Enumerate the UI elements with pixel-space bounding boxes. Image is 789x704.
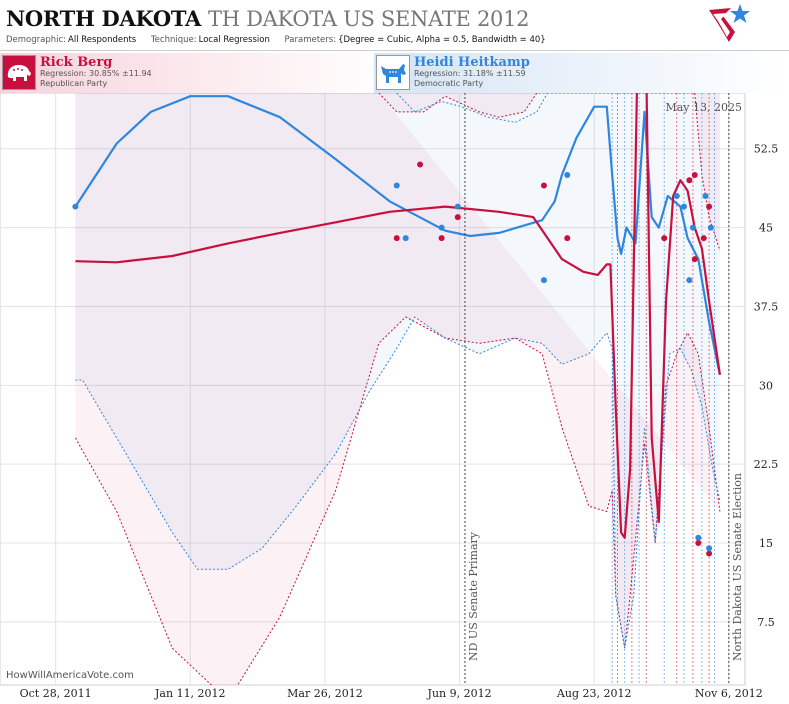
dem-candidate-name: Heidi Heitkamp xyxy=(414,55,530,70)
y-tick-label: 22.5 xyxy=(754,458,779,471)
y-tick-label: 30 xyxy=(759,379,773,392)
dem-poll-point xyxy=(680,203,687,210)
annotation-label: North Dakota US Senate Election xyxy=(731,473,744,661)
rep-lower-bound xyxy=(74,316,721,685)
y-tick-label: 15 xyxy=(759,537,773,550)
rep-poll-point xyxy=(393,235,400,242)
dem-poll-point xyxy=(402,235,409,242)
flag-star-logo[interactable] xyxy=(707,2,751,46)
x-tick-label: Aug 23, 2012 xyxy=(556,687,632,700)
candidate-card-rep[interactable]: Rick Berg Regression: 30.85% ±11.94 Repu… xyxy=(0,53,394,93)
dem-poll-point xyxy=(540,277,547,284)
donkey-icon xyxy=(376,55,410,90)
title-sub: TH DAKOTA US SENATE 2012 xyxy=(208,7,530,31)
technique-label: Technique: xyxy=(150,35,197,45)
rep-party: Republican Party xyxy=(40,79,108,88)
demographic-value[interactable]: All Respondents xyxy=(68,35,137,45)
rep-poll-point xyxy=(695,540,702,547)
parameters-value[interactable]: {Degree = Cubic, Alpha = 0.5, Bandwidth … xyxy=(338,35,546,45)
rep-poll-point xyxy=(706,203,713,210)
dem-poll-point xyxy=(686,277,693,284)
title-main: NORTH DAKOTA xyxy=(6,6,202,31)
rep-poll-point xyxy=(661,235,668,242)
dem-poll-point xyxy=(72,203,79,210)
parameters-label: Parameters: xyxy=(284,35,337,45)
dem-poll-point xyxy=(695,534,702,541)
dem-poll-point xyxy=(689,224,696,231)
rep-poll-point xyxy=(706,550,713,557)
parameters-line: Demographic: All Respondents Technique: Lo… xyxy=(6,35,558,45)
rep-poll-point xyxy=(540,182,547,189)
dem-poll-point xyxy=(707,224,714,231)
gridlines xyxy=(0,93,745,685)
page-header: NORTH DAKOTA TH DAKOTA US SENATE 2012 De… xyxy=(0,0,789,50)
date-stamp: May 13, 2025 xyxy=(665,101,742,114)
candidate-band: Rick Berg Regression: 30.85% ±11.94 Repu… xyxy=(0,53,789,93)
dem-regression: Regression: 31.18% ±11.59 xyxy=(414,69,526,78)
annotation-label: ND US Senate Primary xyxy=(467,531,480,661)
poll-chart: ND US Senate Primary North Dakota US Sena… xyxy=(0,93,779,700)
site-credit[interactable]: HowWillAmericaVote.com xyxy=(6,670,134,681)
rep-poll-point xyxy=(438,235,445,242)
rep-upper-bound xyxy=(378,93,721,251)
dem-poll-point xyxy=(393,182,400,189)
dem-poll-point xyxy=(454,203,461,210)
rep-poll-point xyxy=(417,161,424,168)
y-tick-label: 45 xyxy=(759,222,773,235)
rep-poll-point xyxy=(700,235,707,242)
x-axis: Oct 28, 2011 Jan 11, 2012 Mar 26, 2012 Jun … xyxy=(20,687,763,700)
dem-party: Democratic Party xyxy=(414,79,484,88)
poll-points xyxy=(72,161,714,557)
x-tick-label: Jun 9, 2012 xyxy=(427,687,492,700)
y-tick-label: 52.5 xyxy=(754,143,779,156)
page-title: NORTH DAKOTA TH DAKOTA US SENATE 2012 xyxy=(6,6,530,31)
dem-lower-bound xyxy=(75,316,721,649)
dem-upper-bound xyxy=(396,93,548,123)
plot-area xyxy=(0,93,746,686)
dem-poll-point xyxy=(438,224,445,231)
y-axis: 7.5 15 22.5 30 37.5 45 52.5 xyxy=(754,143,779,629)
y-tick-label: 7.5 xyxy=(757,616,775,629)
dem-poll-point xyxy=(706,545,713,552)
y-tick-label: 37.5 xyxy=(754,300,779,313)
rep-regression-line xyxy=(75,93,721,539)
rep-candidate-name: Rick Berg xyxy=(40,55,113,70)
regression-lines xyxy=(74,93,721,539)
rep-poll-point xyxy=(691,256,698,263)
rep-poll-point xyxy=(454,214,461,221)
rep-poll-point xyxy=(686,177,693,184)
rep-regression: Regression: 30.85% ±11.94 xyxy=(40,69,152,78)
dem-poll-point xyxy=(702,193,709,200)
annotations: ND US Senate Primary North Dakota US Sena… xyxy=(464,93,744,685)
dem-band-fill xyxy=(75,93,720,649)
x-tick-label: Mar 26, 2012 xyxy=(287,687,363,700)
dem-regression-line xyxy=(74,95,721,376)
header-divider xyxy=(0,50,789,51)
rep-poll-point xyxy=(564,235,571,242)
technique-value[interactable]: Local Regression xyxy=(198,35,270,45)
dem-poll-point xyxy=(673,193,680,200)
rep-poll-point xyxy=(691,172,698,179)
candidate-card-dem[interactable]: Heidi Heitkamp Regression: 31.18% ±11.59… xyxy=(374,53,789,93)
x-tick-label: Nov 6, 2012 xyxy=(695,687,763,700)
dem-poll-point xyxy=(564,172,571,179)
demographic-label: Demographic: xyxy=(6,35,67,45)
x-tick-label: Oct 28, 2011 xyxy=(20,687,92,700)
x-tick-label: Jan 11, 2012 xyxy=(154,687,226,700)
elephant-icon xyxy=(2,55,36,90)
